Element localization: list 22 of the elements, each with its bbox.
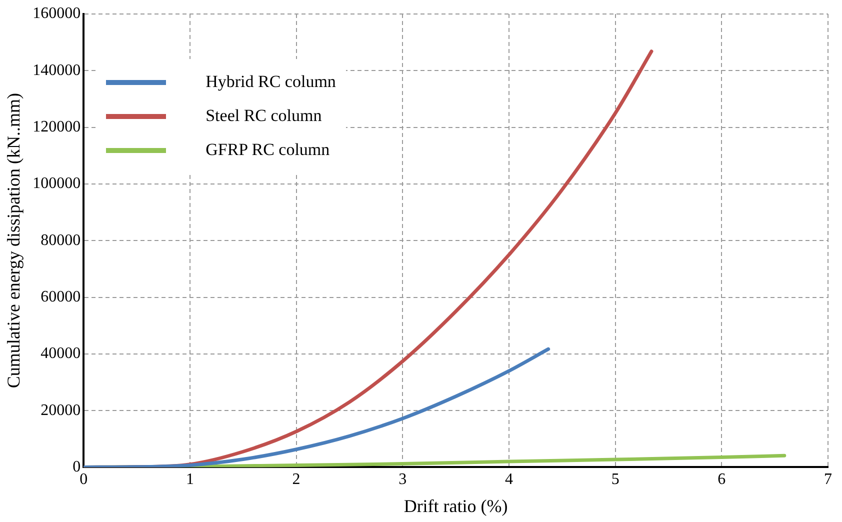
x-tick-label: 6 (718, 471, 726, 488)
y-tick-label: 0 (72, 458, 81, 476)
y-tick-label: 100000 (32, 175, 81, 192)
x-tick-label: 4 (504, 471, 513, 488)
x-tick-label: 1 (186, 471, 194, 488)
y-tick-label: 40000 (40, 345, 81, 362)
y-tick-label: 160000 (32, 5, 81, 22)
x-tick-label: 2 (292, 471, 300, 488)
x-tick-label: 7 (824, 471, 832, 488)
y-tick-label: 60000 (40, 288, 81, 306)
x-axis-title: Drift ratio (%) (404, 496, 508, 516)
legend-label: Steel RC column (206, 106, 322, 126)
line-series (84, 347, 550, 468)
y-tick-label: 120000 (32, 118, 81, 136)
y-tick-label: 80000 (40, 232, 81, 249)
x-tick-label: 3 (398, 471, 407, 488)
y-tick-label: 140000 (32, 62, 81, 79)
legend-label: Hybrid RC column (206, 72, 336, 92)
x-tick-label: 5 (611, 471, 620, 488)
y-axis-title: Cumulative energy dissipation (kN..mm) (4, 93, 24, 388)
legend-label: GFRP RC column (206, 140, 330, 160)
y-tick-label: 20000 (40, 402, 81, 419)
